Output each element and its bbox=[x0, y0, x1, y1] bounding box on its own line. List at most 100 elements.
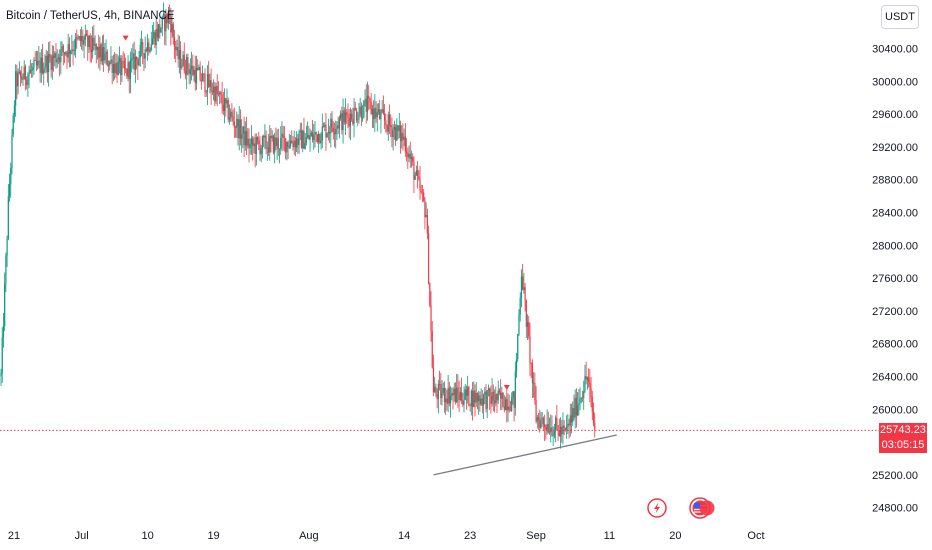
candle-body bbox=[482, 394, 485, 406]
candle-body bbox=[245, 131, 248, 146]
candle-body bbox=[162, 14, 165, 17]
candle-body bbox=[343, 110, 345, 123]
candle-body bbox=[581, 397, 584, 399]
candle-body bbox=[572, 407, 574, 423]
candle-body bbox=[216, 85, 218, 94]
candle-body bbox=[424, 200, 426, 218]
candle-body bbox=[441, 392, 443, 399]
lightning-icon[interactable] bbox=[647, 498, 667, 518]
candle-body bbox=[183, 54, 185, 71]
candle-body bbox=[186, 56, 188, 75]
candle-body bbox=[159, 24, 161, 33]
candle-body bbox=[203, 73, 205, 75]
sell-signal-marker[interactable] bbox=[122, 35, 129, 41]
candle-body bbox=[336, 125, 338, 129]
candle-body bbox=[310, 132, 312, 137]
candle-body bbox=[394, 127, 397, 141]
price-tick-label: 26800.00 bbox=[872, 339, 918, 351]
candle-body bbox=[84, 33, 86, 41]
candle-body bbox=[476, 393, 479, 402]
candle-body bbox=[507, 406, 509, 411]
candle-body bbox=[292, 143, 294, 147]
time-tick-label: Jul bbox=[75, 530, 89, 542]
time-axis[interactable]: 21 Jul 10 19 Aug 14 23 Sep 11 20 Oct bbox=[8, 530, 765, 542]
time-tick-label: 21 bbox=[8, 530, 20, 542]
candle-body bbox=[147, 42, 149, 52]
candle-body bbox=[117, 61, 119, 75]
candle-body bbox=[24, 66, 27, 81]
candle-body bbox=[225, 98, 227, 104]
candle-body bbox=[283, 137, 286, 139]
candle-body bbox=[44, 67, 46, 70]
candle-body bbox=[291, 140, 293, 144]
candle-body bbox=[418, 176, 420, 180]
candle-body bbox=[503, 406, 505, 410]
candle-body bbox=[39, 60, 41, 73]
support-trendline[interactable] bbox=[433, 434, 617, 476]
candle-body bbox=[327, 132, 330, 134]
currency-button[interactable]: USDT bbox=[881, 5, 919, 29]
candle-body bbox=[577, 404, 579, 416]
candle-body bbox=[397, 125, 399, 132]
candle-body bbox=[580, 397, 582, 399]
time-tick-label: Sep bbox=[526, 530, 546, 542]
price-tick-label: 28400.00 bbox=[872, 208, 918, 220]
price-tick-label: 29600.00 bbox=[872, 109, 918, 121]
symbol-title[interactable]: Bitcoin / TetherUS, 4h, BINANCE bbox=[6, 10, 175, 22]
candle-body bbox=[254, 143, 256, 154]
candle-body bbox=[493, 400, 496, 404]
candle-body bbox=[430, 305, 432, 331]
candle-body bbox=[195, 67, 198, 84]
candle-body bbox=[134, 56, 136, 70]
candle-body bbox=[391, 127, 393, 138]
candle-body bbox=[92, 38, 94, 52]
candle-body bbox=[386, 125, 388, 132]
candle-body bbox=[103, 47, 105, 61]
candle-body bbox=[160, 28, 162, 33]
candle-body bbox=[413, 161, 415, 180]
candle-body bbox=[481, 398, 483, 406]
candle-body bbox=[552, 435, 554, 437]
candle-body bbox=[375, 107, 377, 118]
candle-body bbox=[8, 184, 11, 197]
candle-body bbox=[266, 147, 268, 149]
candle-body bbox=[82, 36, 84, 45]
candle-body bbox=[353, 107, 355, 124]
candle-body bbox=[261, 136, 264, 149]
candle-body bbox=[167, 14, 169, 24]
candle-body bbox=[151, 38, 154, 45]
flag-icon-secondary[interactable] bbox=[699, 500, 715, 516]
candle-body bbox=[172, 23, 174, 37]
candle-body bbox=[402, 132, 404, 140]
candle-body bbox=[479, 395, 481, 405]
candle-body bbox=[70, 51, 72, 54]
candle-body bbox=[329, 132, 331, 134]
candle-body bbox=[154, 32, 156, 46]
candle-body bbox=[553, 430, 556, 436]
candle-body bbox=[129, 60, 132, 79]
candle-body bbox=[346, 112, 348, 115]
candle-body bbox=[421, 191, 424, 193]
candle-body bbox=[460, 391, 463, 401]
candle-body bbox=[340, 113, 342, 119]
candle-body bbox=[41, 57, 44, 74]
candle-body bbox=[150, 44, 152, 50]
candle-body bbox=[50, 58, 52, 70]
candle-body bbox=[243, 126, 245, 146]
sell-signal-marker[interactable] bbox=[503, 384, 510, 390]
price-axis[interactable]: 30400.00 30000.00 29600.00 29200.00 28800.00… bbox=[872, 44, 918, 515]
candle-body bbox=[111, 59, 113, 73]
candle-body bbox=[487, 388, 490, 391]
candle-body bbox=[285, 138, 287, 153]
candle-body bbox=[278, 148, 281, 150]
candle-body bbox=[297, 138, 299, 146]
candle-body bbox=[513, 391, 515, 408]
candle-body bbox=[480, 398, 482, 405]
candle-body bbox=[467, 386, 469, 396]
candle-body bbox=[304, 143, 306, 149]
candle-body bbox=[89, 35, 91, 50]
candle-body bbox=[388, 114, 391, 126]
candle-body bbox=[501, 392, 503, 399]
candle-body bbox=[5, 255, 7, 284]
